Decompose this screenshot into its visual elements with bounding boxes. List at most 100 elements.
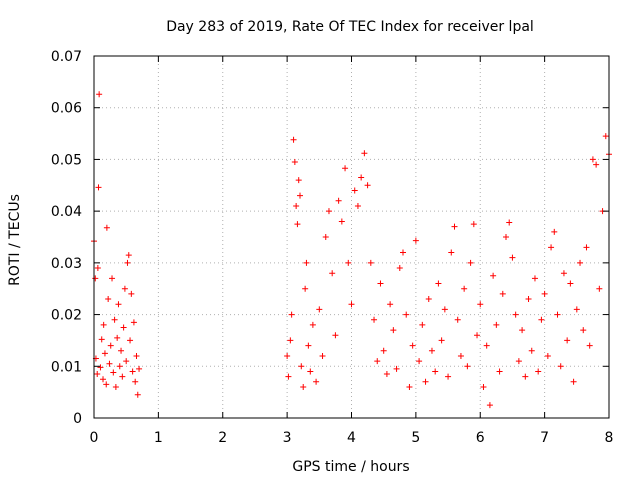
data-point xyxy=(358,174,365,181)
y-tick-label: 0.05 xyxy=(51,152,82,168)
data-point xyxy=(535,368,542,375)
data-point xyxy=(522,373,529,380)
data-point xyxy=(94,265,101,272)
chart-title: Day 283 of 2019, Rate Of TEC Index for r… xyxy=(166,19,534,35)
data-point xyxy=(329,270,336,277)
data-point xyxy=(531,275,538,282)
data-point xyxy=(325,208,332,215)
data-point xyxy=(470,221,477,228)
data-point xyxy=(445,373,452,380)
data-point xyxy=(97,364,104,371)
data-point xyxy=(354,202,361,209)
data-point xyxy=(106,360,113,367)
data-point xyxy=(124,259,131,266)
y-tick-label: 0.03 xyxy=(51,256,82,272)
data-point xyxy=(313,378,320,385)
data-point xyxy=(107,342,114,349)
data-point xyxy=(307,368,314,375)
data-point xyxy=(503,234,509,240)
x-tick-label: 0 xyxy=(90,430,99,446)
data-point xyxy=(109,275,116,282)
data-point xyxy=(583,244,590,251)
data-point xyxy=(602,133,609,140)
data-point xyxy=(596,285,603,292)
data-point xyxy=(461,285,468,292)
data-point xyxy=(119,373,126,380)
data-point xyxy=(125,252,132,259)
data-point xyxy=(371,316,378,323)
data-point xyxy=(338,218,345,225)
data-point xyxy=(525,296,532,303)
data-point xyxy=(387,301,394,308)
data-point xyxy=(467,259,474,266)
x-tick-label: 6 xyxy=(476,430,485,446)
data-point xyxy=(557,363,564,370)
data-point xyxy=(105,296,112,303)
data-point xyxy=(383,371,390,378)
x-tick-label: 3 xyxy=(283,430,292,446)
data-point xyxy=(580,327,587,334)
data-point xyxy=(409,342,416,349)
data-point xyxy=(305,342,312,349)
data-point xyxy=(512,311,519,318)
data-point xyxy=(435,280,442,287)
y-tick-label: 0.06 xyxy=(51,101,82,117)
data-point xyxy=(528,347,535,354)
data-point xyxy=(287,337,294,344)
data-point xyxy=(294,221,301,228)
data-point xyxy=(593,161,600,168)
data-point xyxy=(393,365,400,372)
y-axis-label: ROTI / TECUs xyxy=(7,194,23,286)
data-point xyxy=(322,234,329,240)
data-point xyxy=(98,336,105,343)
data-point xyxy=(400,249,406,256)
data-point xyxy=(554,311,561,318)
axes: 0 1 2 3 4 5 6 7 8 0 0.01 0.02 0.03 0.04 0.05 0.06 0.07 xyxy=(51,49,614,446)
data-point xyxy=(367,259,374,266)
data-point xyxy=(486,402,493,409)
data-point xyxy=(441,306,448,313)
data-point xyxy=(432,368,439,375)
data-point xyxy=(457,352,464,359)
data-point xyxy=(285,373,292,380)
data-point xyxy=(416,358,423,365)
data-point xyxy=(480,383,487,390)
x-tick-label: 5 xyxy=(411,430,420,446)
data-point xyxy=(121,285,128,292)
data-point xyxy=(136,365,143,372)
data-point xyxy=(127,337,134,344)
data-point xyxy=(589,156,596,163)
data-point xyxy=(544,352,551,359)
y-tick-label: 0.02 xyxy=(51,308,82,324)
data-point xyxy=(132,378,139,385)
data-point xyxy=(390,327,397,334)
data-point xyxy=(94,371,101,378)
x-tick-label: 7 xyxy=(540,430,549,446)
data-point xyxy=(129,368,136,375)
data-point xyxy=(112,383,119,390)
data-point xyxy=(490,272,497,279)
data-point xyxy=(303,259,310,266)
x-axis-label: GPS time / hours xyxy=(292,459,409,475)
data-point xyxy=(335,197,342,204)
y-tick-label: 0.07 xyxy=(51,49,82,65)
data-point xyxy=(298,363,305,370)
data-point xyxy=(128,290,135,297)
data-point xyxy=(573,306,580,313)
data-point xyxy=(103,224,110,231)
x-tick-label: 8 xyxy=(605,430,614,446)
data-point xyxy=(319,352,326,359)
data-point xyxy=(551,228,558,235)
data-point xyxy=(541,290,548,297)
data-point xyxy=(114,334,121,341)
data-point xyxy=(374,358,381,365)
data-point xyxy=(92,275,99,282)
data-point xyxy=(95,184,102,191)
data-point xyxy=(519,327,526,334)
data-point xyxy=(134,391,141,398)
data-point xyxy=(396,265,403,272)
data-point xyxy=(348,301,355,308)
data-point xyxy=(483,342,490,349)
data-point xyxy=(351,187,358,194)
